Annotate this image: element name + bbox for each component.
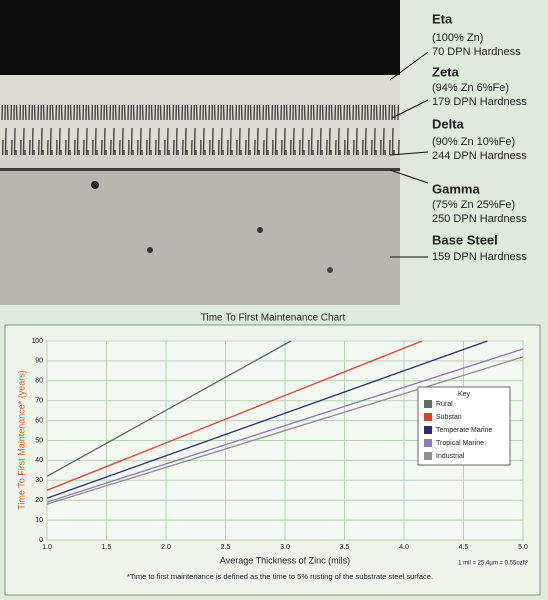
micrograph [0,0,400,305]
layer-hardness: 159 DPN Hardness [432,251,527,263]
layer-name: Delta [432,116,465,131]
legend-label: Industrial [436,453,465,460]
x-tick-label: 3.5 [340,544,350,551]
layer-name: Base Steel [432,232,498,247]
layer-composition: (75% Zn 25%Fe) [432,199,515,211]
legend-label: Tropical Marine [436,440,484,447]
legend-label: Substan [436,414,462,421]
x-tick-label: 2.0 [161,544,171,551]
legend: Key Rural Substan Temperate Marine Tropical … [417,386,511,466]
y-tick-label: 50 [35,437,43,444]
y-tick-label: 30 [35,477,43,484]
y-tick-label: 20 [35,497,43,504]
legend-swatch [424,400,432,408]
x-tick-label: 1.0 [42,544,52,551]
layer-labels: Eta (100% Zn) 70 DPN Hardness Zeta (94% Zn 6… [432,11,527,262]
plot: 1.0 1.5 2.0 2.5 3.0 3.5 4.0 4.5 5.0 0 10 20 30 40 50 60… [31,338,528,551]
legend-label: Rural [436,401,453,408]
x-tick-label: 4.0 [399,544,409,551]
chart-title: Time To First Maintenance Chart [201,313,346,324]
legend-label: Temperate Marine [436,427,493,434]
leader-lines [389,51,429,258]
layer-name: Zeta [432,64,460,79]
series-line [46,348,524,503]
y-tick-label: 100 [31,338,43,345]
layer-composition: (90% Zn 10%Fe) [432,136,515,148]
layer-hardness: 70 DPN Hardness [432,46,521,58]
legend-title: Key [458,391,471,398]
series-line [46,356,524,505]
x-axis-label: Average Thickness of Zinc (mils) [220,555,350,565]
legend-swatch [424,426,432,434]
y-tick-label: 0 [39,537,43,544]
layer-name: Gamma [432,181,480,196]
footnote: *Time to first maintenance is defined as… [127,572,433,581]
legend-swatch [424,413,432,421]
series-line [46,340,488,499]
legend-swatch [424,452,432,460]
x-tick-label: 1.5 [102,544,112,551]
layer-hardness: 244 DPN Hardness [432,150,527,162]
series-line [46,340,292,477]
y-axis-label: Time To First Maintenance* (years) [16,370,26,510]
x-tick-label: 4.5 [459,544,469,551]
y-tick-label: 60 [35,417,43,424]
layer-hardness: 250 DPN Hardness [432,213,527,225]
y-tick-label: 70 [35,398,43,405]
x-tick-label: 3.0 [280,544,290,551]
x-tick-label: 2.5 [221,544,231,551]
unit-note: 1 mil = 25.4µm = 0.55ozft² [458,561,528,567]
x-tick-label: 5.0 [518,544,528,551]
series-line [46,340,423,491]
y-tick-label: 10 [35,517,43,524]
layer-composition: (100% Zn) [432,32,483,44]
y-tick-label: 40 [35,457,43,464]
layer-composition: (94% Zn 6%Fe) [432,82,509,94]
layer-hardness: 179 DPN Hardness [432,96,527,108]
layer-name: Eta [432,11,453,26]
legend-box [417,386,511,466]
y-tick-label: 80 [35,378,43,385]
legend-swatch [424,439,432,447]
y-tick-label: 90 [35,358,43,365]
